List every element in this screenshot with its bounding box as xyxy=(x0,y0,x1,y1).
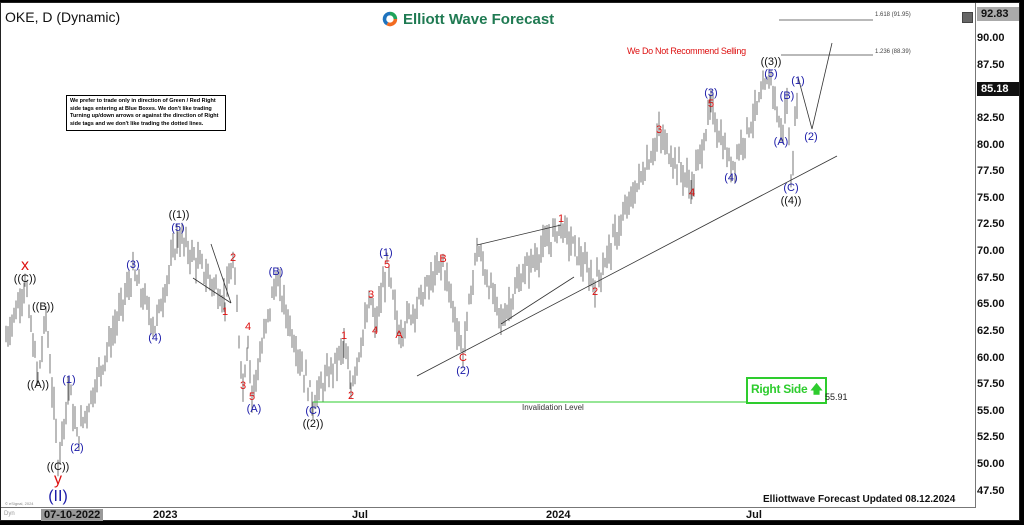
wave-label: (5) xyxy=(764,68,778,80)
price-tick: 50.00 xyxy=(977,458,1005,470)
wave-label: 5 xyxy=(707,98,715,110)
wave-label: ((B)) xyxy=(32,301,54,313)
wave-label: ((2)) xyxy=(302,418,324,430)
wave-label: 4 xyxy=(688,187,696,199)
wave-label: (A) xyxy=(246,403,262,415)
wave-label: (1) xyxy=(379,247,393,259)
wave-label: ((C)) xyxy=(13,273,37,285)
wave-label: 3 xyxy=(367,289,375,301)
no-sell-note: We Do Not Recommend Selling xyxy=(627,46,746,56)
price-tick: 87.50 xyxy=(977,58,1005,71)
wave-label: B xyxy=(439,253,447,265)
right-side-tag: Right Side 🡅 xyxy=(746,377,828,404)
logo-swirl-icon xyxy=(382,11,398,27)
time-label-2023: 2023 xyxy=(153,509,178,521)
wave-label: 4 xyxy=(244,321,252,333)
wave-label: (B) xyxy=(268,266,284,278)
wave-label: (2) xyxy=(456,365,470,377)
price-tick: 60.00 xyxy=(977,351,1005,364)
fib-1236-label: 1.236 (88.39) xyxy=(875,49,911,55)
wave-label: 3 xyxy=(655,124,663,136)
wave-label: (B) xyxy=(779,90,795,102)
wave-label: (2) xyxy=(804,131,818,143)
price-tick: 52.50 xyxy=(977,431,1005,444)
price-tick: 82.50 xyxy=(977,111,1005,124)
plot-area[interactable]: OKE, D (Dynamic) Elliott Wave Forecast W… xyxy=(1,3,976,508)
time-label-jul-2024: Jul xyxy=(746,509,762,521)
wave-label: C xyxy=(459,352,467,364)
wave-label: y xyxy=(54,471,62,488)
wave-label: (A) xyxy=(773,136,789,148)
price-tick: 62.50 xyxy=(977,324,1005,337)
wave-label: 2 xyxy=(347,390,355,402)
price-tick: 75.00 xyxy=(977,191,1005,204)
invalidation-label: Invalidation Level xyxy=(522,403,584,412)
price-tick: 72.50 xyxy=(977,218,1005,231)
wave-label: ((C)) xyxy=(46,461,70,473)
wave-label: A xyxy=(395,329,403,341)
wave-label: 4 xyxy=(371,325,379,337)
arrow-up-icon: 🡅 xyxy=(810,382,823,396)
price-tick: 70.00 xyxy=(977,245,1005,257)
last-price-tag: 85.18 xyxy=(977,82,1019,96)
wave-label: (5) xyxy=(171,222,185,234)
wave-label: 1 xyxy=(340,330,348,342)
price-tick: 57.50 xyxy=(977,378,1005,391)
wave-label: (3) xyxy=(126,259,140,271)
restore-window-icon[interactable] xyxy=(962,12,973,23)
price-tick: 90.00 xyxy=(977,32,1005,44)
wave-label: 5 xyxy=(383,259,391,271)
price-tick: 80.00 xyxy=(977,138,1005,151)
price-chart xyxy=(5,19,873,477)
wave-label: (4) xyxy=(724,172,738,184)
wave-label: ((4)) xyxy=(780,195,802,207)
right-side-label: Right Side xyxy=(751,382,808,396)
wave-label: (C) xyxy=(305,405,321,417)
chart-title: OKE, D (Dynamic) xyxy=(5,9,121,25)
logo-text: Elliott Wave Forecast xyxy=(403,10,555,28)
wave-label: 1 xyxy=(221,306,229,318)
wave-label: ((A)) xyxy=(27,379,49,391)
fib-1618-label: 1.618 (91.95) xyxy=(875,12,911,18)
wave-label: 5 xyxy=(248,391,256,403)
wave-label: ((1)) xyxy=(168,209,190,221)
price-tick: 67.50 xyxy=(977,271,1005,284)
trading-notice: We prefer to trade only in direction of … xyxy=(66,95,226,131)
wave-label: 1 xyxy=(557,213,565,225)
wave-label: ((3)) xyxy=(760,56,782,68)
price-tick: 47.50 xyxy=(977,484,1005,497)
wave-label: 2 xyxy=(229,252,237,264)
high-price-tag: 92.83 xyxy=(977,7,1019,21)
copyright: © eSignal, 2024 xyxy=(5,501,34,506)
updated-note: Elliottwave Forecast Updated 08.12.2024 xyxy=(763,494,956,505)
time-label-2024: 2024 xyxy=(546,509,571,521)
wave-label: (1) xyxy=(791,75,805,87)
wave-label: (2) xyxy=(70,442,84,454)
wave-label: (3) xyxy=(704,87,718,99)
dyn-label: Dyn xyxy=(4,511,15,517)
invalidation-value: 55.91 xyxy=(825,392,848,402)
time-axis[interactable]: Dyn 07-10-2022 2023 Jul 2024 Jul xyxy=(1,508,976,522)
wave-label: 3 xyxy=(239,380,247,392)
wave-label: (II) xyxy=(48,488,68,505)
wave-label: (1) xyxy=(62,374,76,386)
brand-logo: Elliott Wave Forecast xyxy=(381,10,554,28)
wave-label: 2 xyxy=(591,286,599,298)
wave-label: x xyxy=(21,257,29,274)
price-tick: 77.50 xyxy=(977,165,1005,178)
wave-label: (4) xyxy=(148,332,162,344)
price-tick: 65.00 xyxy=(977,298,1005,311)
time-label-jul-2023: Jul xyxy=(352,509,368,521)
time-label-cursor-date: 07-10-2022 xyxy=(41,509,104,521)
price-tick: 55.00 xyxy=(977,404,1005,417)
wave-label: (C) xyxy=(783,182,799,194)
